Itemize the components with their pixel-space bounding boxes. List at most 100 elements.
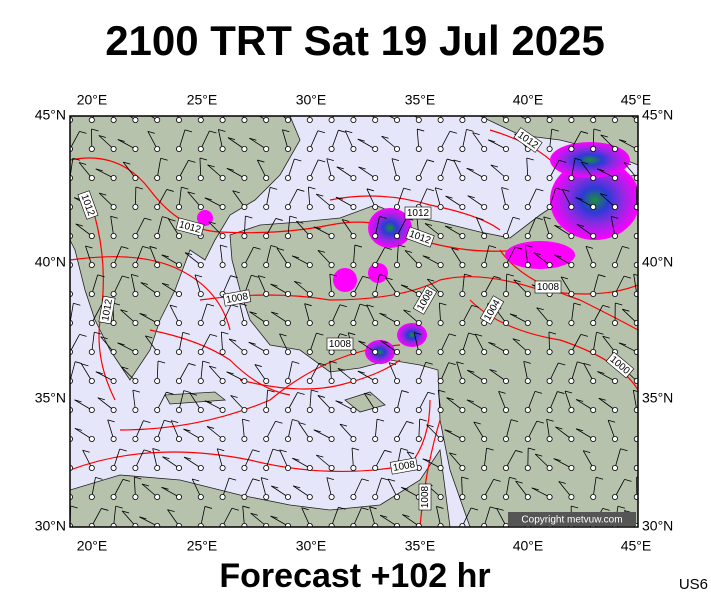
- barb-tick: [509, 476, 517, 480]
- barb-tick: [304, 303, 312, 307]
- barb-tick: [492, 106, 499, 108]
- barb-station: [568, 493, 575, 500]
- barb-tick: [623, 162, 632, 166]
- barb-station: [459, 406, 466, 413]
- barb: [117, 139, 136, 150]
- barb: [445, 195, 463, 208]
- barb: [82, 450, 93, 469]
- barb: [381, 135, 398, 150]
- lon-label: 40°E: [513, 538, 544, 554]
- barb-tick: [472, 102, 479, 104]
- barb: [554, 225, 572, 237]
- barb-station: [328, 523, 335, 527]
- barb: [244, 247, 254, 266]
- barb-station: [372, 464, 379, 471]
- barb-tick: [79, 334, 87, 337]
- barb-station: [633, 407, 638, 413]
- barb-tick: [562, 188, 570, 192]
- barb: [549, 391, 558, 411]
- barb-station: [263, 232, 270, 239]
- barb: [194, 274, 202, 295]
- barb-station: [197, 464, 204, 471]
- barb-station: [132, 493, 139, 500]
- barb: [341, 219, 354, 237]
- barb: [292, 485, 311, 498]
- barb-station: [502, 261, 509, 268]
- barb-tick: [279, 333, 287, 337]
- barb: [161, 254, 180, 266]
- barb: [147, 131, 158, 150]
- barb-station: [393, 493, 400, 500]
- barb-station: [328, 117, 335, 124]
- barb-tick: [140, 282, 148, 285]
- barb-station: [481, 145, 488, 152]
- barb-station: [502, 406, 509, 413]
- barb-station: [502, 377, 509, 384]
- barb: [483, 245, 490, 266]
- barb-tick: [110, 215, 118, 219]
- barb-station: [546, 348, 553, 355]
- barb-station: [241, 203, 248, 210]
- barb-tick: [318, 362, 327, 366]
- barb: [597, 371, 616, 382]
- barb-station: [633, 204, 638, 210]
- barb: [326, 158, 332, 179]
- barb-station: [481, 261, 488, 268]
- barb-station: [372, 145, 379, 152]
- barb-station: [241, 406, 248, 413]
- barb: [313, 429, 332, 440]
- barb: [614, 448, 621, 469]
- barb-station: [481, 117, 488, 124]
- barb-tick: [82, 449, 90, 453]
- barb-station: [132, 464, 139, 471]
- barb: [467, 369, 485, 382]
- barb-station: [372, 174, 379, 181]
- barb-station: [459, 493, 466, 500]
- barb-tick: [141, 483, 150, 487]
- barb: [505, 450, 516, 469]
- barb: [313, 226, 332, 237]
- barb-tick: [107, 419, 115, 423]
- barb-tick: [493, 276, 501, 279]
- lat-label: 30°N: [35, 518, 66, 534]
- barb-tick: [135, 186, 143, 190]
- barb: [483, 276, 495, 295]
- barb-station: [306, 232, 313, 239]
- barb-tick: [81, 363, 89, 367]
- barb: [449, 452, 463, 469]
- barb-tick: [164, 419, 172, 423]
- barb: [422, 255, 441, 266]
- barb-station: [306, 464, 313, 471]
- barb-station: [284, 435, 291, 442]
- barb: [85, 245, 93, 266]
- barb-tick: [271, 311, 279, 315]
- barb-station: [197, 435, 204, 442]
- barb-station: [568, 117, 575, 124]
- barb-tick: [74, 399, 82, 403]
- barb-station: [633, 233, 638, 239]
- barb-tick: [510, 111, 517, 113]
- barb: [95, 371, 114, 382]
- barb-station: [590, 290, 597, 297]
- barb: [242, 419, 245, 440]
- barb: [70, 235, 71, 236]
- barb-tick: [611, 215, 619, 219]
- barb: [244, 478, 254, 498]
- barb: [466, 167, 485, 179]
- barb-tick: [486, 447, 494, 451]
- barb-station: [393, 435, 400, 442]
- barb: [287, 419, 293, 440]
- barb: [265, 245, 272, 266]
- barb-tick: [94, 331, 102, 335]
- barb-station: [481, 232, 488, 239]
- barb-station: [393, 261, 400, 268]
- barb-station: [132, 290, 139, 297]
- barb: [317, 395, 332, 411]
- barb-tick: [194, 274, 203, 278]
- barb-station: [590, 261, 597, 268]
- barb-tick: [427, 159, 435, 163]
- barb-station: [241, 117, 248, 124]
- barb-station: [590, 435, 597, 442]
- barb: [462, 305, 473, 324]
- barb: [474, 333, 485, 353]
